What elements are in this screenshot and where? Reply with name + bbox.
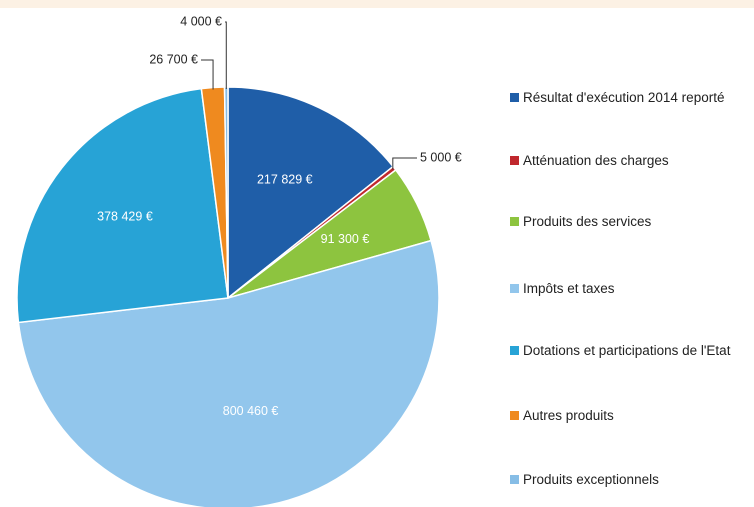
legend-label: Impôts et taxes <box>523 281 615 296</box>
legend-item: Produits exceptionnels <box>510 469 754 490</box>
legend-item: Dotations et participations de l'Etat <box>510 340 754 361</box>
data-label: 378 429 € <box>97 210 153 224</box>
data-label: 91 300 € <box>321 232 370 246</box>
legend-swatch <box>510 346 519 355</box>
top-band <box>0 0 754 8</box>
data-label: 4 000 € <box>180 14 222 28</box>
data-label: 26 700 € <box>149 52 198 66</box>
legend-swatch <box>510 475 519 484</box>
legend-label: Atténuation des charges <box>523 153 669 168</box>
legend-swatch <box>510 411 519 420</box>
legend-label: Autres produits <box>523 408 614 423</box>
pie-slice <box>17 239 440 507</box>
legend-label: Produits des services <box>523 214 652 229</box>
data-label: 217 829 € <box>257 172 313 186</box>
pie-slice <box>16 87 229 324</box>
data-label: 800 460 € <box>223 404 279 418</box>
legend-swatch <box>510 93 519 102</box>
legend-item: Produits des services <box>510 211 754 232</box>
pie-slice <box>227 86 395 300</box>
legend-item: Impôts et taxes <box>510 278 754 299</box>
legend-swatch <box>510 217 519 226</box>
data-label: 5 000 € <box>420 150 462 164</box>
legend-item: Atténuation des charges <box>510 150 754 171</box>
leader-line <box>392 157 417 170</box>
legend-swatch <box>510 156 519 165</box>
legend-label: Résultat d'exécution 2014 reporté <box>523 90 725 105</box>
legend-label: Produits exceptionnels <box>523 472 659 487</box>
leader-line <box>201 59 214 90</box>
legend-swatch <box>510 284 519 293</box>
leader-line <box>225 21 227 90</box>
legend-item: Résultat d'exécution 2014 reporté <box>510 87 754 108</box>
legend-label: Dotations et participations de l'Etat <box>523 343 731 358</box>
legend-item: Autres produits <box>510 405 754 426</box>
